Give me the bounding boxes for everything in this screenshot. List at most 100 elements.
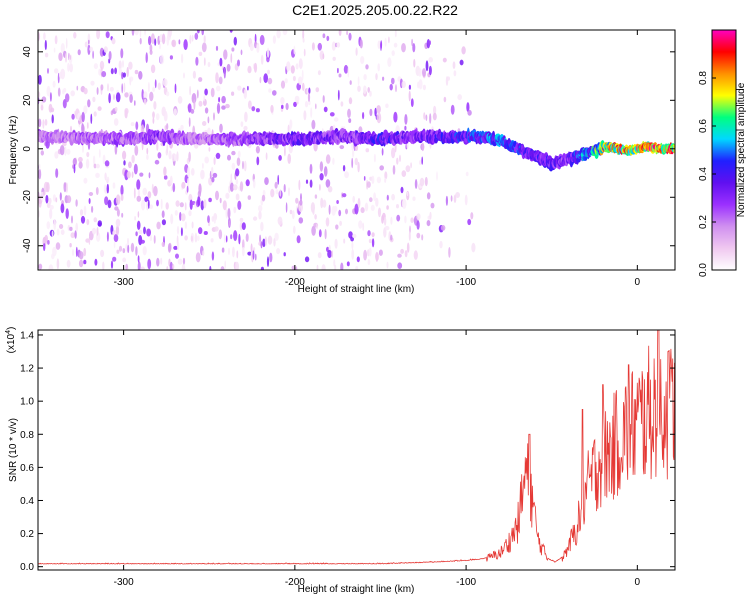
spectrogram-noise-cell	[47, 68, 49, 74]
spectrogram-noise-cell	[378, 249, 383, 256]
spectrogram-noise-cell	[49, 92, 52, 102]
spectrogram-noise-cell	[416, 220, 420, 230]
spectrogram-noise-cell	[104, 187, 108, 195]
spectrogram-noise-cell	[259, 34, 265, 46]
spectrogram-noise-cell	[56, 258, 60, 270]
spectrogram-noise-cell	[56, 228, 60, 236]
spectrogram-noise-cell	[71, 249, 75, 256]
spectrogram-noise-cell	[386, 194, 389, 201]
spectrogram-noise-cell	[253, 216, 258, 221]
spectrogram-noise-cell	[279, 189, 282, 197]
spectrogram-noise-cell	[253, 62, 258, 73]
spectrogram-noise-cell	[404, 114, 408, 125]
spectrogram-noise-cell	[306, 89, 309, 94]
spectrogram-noise-cell	[141, 199, 146, 211]
spectrogram-noise-cell	[410, 98, 414, 107]
spectrogram-noise-cell	[142, 246, 147, 256]
spectrogram-noise-cell	[203, 231, 208, 235]
spectrogram-noise-cell	[230, 234, 233, 240]
spectrogram-noise-cell	[196, 89, 199, 99]
spectrogram-noise-cell	[430, 202, 435, 209]
spectrogram-noise-cell	[301, 69, 304, 81]
spectrogram-noise-cell	[416, 232, 421, 239]
spectrogram-noise-cell	[194, 32, 199, 40]
spectrogram-noise-cell	[166, 266, 169, 270]
spectrogram-noise-cell	[152, 86, 156, 93]
spectrogram-noise-cell	[369, 90, 372, 97]
spectrogram-noise-cell	[384, 37, 387, 47]
spectrogram-noise-cell	[115, 92, 121, 103]
spectrogram-noise-cell	[62, 141, 67, 147]
spectrogram-noise-cell	[122, 248, 126, 254]
spectrogram-noise-cell	[392, 165, 396, 175]
spectrogram-noise-cell	[83, 205, 87, 216]
spectrogram-ylabel: Frequency (Hz)	[8, 116, 19, 185]
spectrogram-noise-cell	[294, 95, 300, 103]
spectrogram-noise-cell	[140, 239, 146, 244]
spectrogram-noise-cell	[152, 111, 155, 119]
spectrogram-noise-cell	[118, 67, 123, 76]
spectrogram-noise-cell	[122, 150, 127, 160]
spectrogram-noise-cell	[38, 118, 42, 128]
spectrogram-noise-cell	[401, 170, 407, 178]
spectrogram-noise-cell	[369, 108, 373, 117]
spectrogram-noise-cell	[299, 199, 303, 206]
spectrogram-noise-cell	[303, 110, 307, 121]
spectrogram-noise-cell	[345, 208, 348, 215]
spectrogram-noise-cell	[192, 70, 196, 79]
spectrogram-noise-cell	[436, 171, 438, 181]
spectrogram-noise-cell	[127, 237, 129, 246]
spectrogram-noise-cell	[103, 46, 108, 53]
spectrogram-noise-cell	[281, 104, 284, 109]
spectrogram-noise-cell	[406, 191, 409, 197]
spectrogram-noise-cell	[371, 232, 375, 238]
spectrogram-noise-cell	[101, 71, 107, 78]
spectrogram-noise-cell	[227, 208, 231, 219]
spectrogram-noise-cell	[177, 258, 183, 265]
spectrogram-noise-cell	[302, 30, 305, 40]
spectrogram-noise-cell	[381, 148, 384, 156]
spectrogram-noise-cell	[429, 113, 432, 124]
spectrogram-noise-cell	[298, 58, 303, 70]
spectrogram-noise-cell	[139, 172, 144, 177]
spectrogram-noise-cell	[244, 160, 247, 172]
spectrogram-noise-cell	[92, 96, 96, 103]
spectrogram-noise-cell	[371, 238, 375, 248]
spectrogram-noise-cell	[467, 109, 472, 116]
spectrogram-noise-cell	[410, 217, 414, 223]
spectrogram-noise-cell	[390, 234, 393, 241]
spectrogram-noise-cell	[274, 181, 278, 189]
snr-y-tick-label: 1.4	[20, 330, 34, 341]
spectrogram-noise-cell	[371, 175, 375, 184]
spectrogram-noise-cell	[309, 163, 313, 174]
spectrogram-noise-cell	[343, 238, 346, 244]
spectrogram-noise-cell	[373, 153, 376, 163]
spectrogram-x-tick-label: -200	[285, 277, 305, 288]
spectrogram-noise-cell	[124, 92, 129, 98]
spectrogram-noise-cell	[319, 184, 321, 191]
spectrogram-noise-cell	[307, 92, 311, 103]
spectrogram-noise-cell	[188, 210, 192, 217]
spectrogram-noise-cell	[93, 217, 98, 223]
spectrogram-noise-cell	[129, 77, 132, 86]
spectrogram-noise-cell	[122, 60, 124, 68]
spectrogram-noise-cell	[221, 247, 225, 253]
spectrogram-noise-cell	[264, 236, 267, 247]
colorbar-tick-label: 0.8	[698, 71, 709, 85]
spectrogram-noise-cell	[274, 232, 279, 241]
spectrogram-noise-cell	[38, 168, 42, 180]
spectrogram-noise-cell	[289, 209, 293, 215]
spectrogram-noise-cell	[173, 108, 177, 116]
spectrogram-noise-cell	[80, 215, 86, 224]
spectrogram-noise-cell	[262, 238, 266, 248]
spectrogram-noise-cell	[71, 113, 75, 120]
spectrogram-noise-cell	[325, 179, 331, 188]
spectrogram-noise-cell	[426, 220, 431, 227]
spectrogram-noise-cell	[195, 56, 199, 66]
spectrogram-noise-cell	[331, 250, 333, 258]
spectrogram-noise-cell	[422, 84, 426, 91]
spectrogram-noise-cell	[229, 30, 233, 33]
spectrogram-noise-cell	[210, 238, 214, 243]
spectrogram-noise-cell	[184, 221, 188, 229]
